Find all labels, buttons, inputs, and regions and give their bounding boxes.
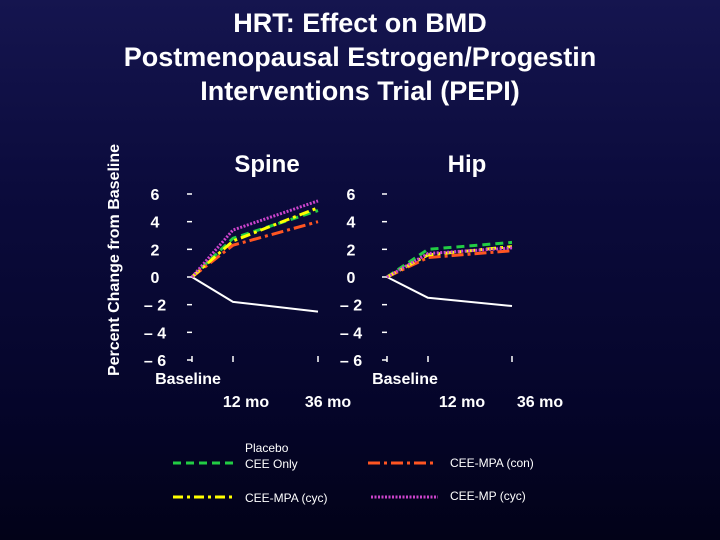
hip-series-cee-mpa-con <box>386 249 513 279</box>
hip-x-label: 36 mo <box>517 394 563 411</box>
hip-series-placebo <box>386 276 513 307</box>
title-line-1: HRT: Effect on BMD <box>233 8 487 38</box>
legend-label-placebo: Placebo <box>245 441 289 455</box>
legend-label-cee-mpa-con: CEE-MPA (con) <box>450 456 534 470</box>
spine-x-label: Baseline <box>155 371 221 388</box>
legend-label-cee-mpa-cyc: CEE-MPA (cyc) <box>245 491 328 505</box>
hip-y-tick-label: – 4 <box>340 325 362 342</box>
spine-y-tick-label: 2 <box>151 242 160 259</box>
title-line-2: Postmenopausal Estrogen/Progestin <box>123 42 597 72</box>
spine-y-tick-label: 6 <box>151 187 160 204</box>
hip-series-cee-only <box>386 240 513 279</box>
hip-series-cee-mp-cyc <box>386 246 513 279</box>
spine-y-tick-label: 4 <box>151 215 160 232</box>
spine-series-cee-mpa-cyc <box>191 206 319 279</box>
spine-series-cee-mpa-con <box>191 220 319 279</box>
spine-x-label: 36 mo <box>305 394 351 411</box>
hip-panel-title: Hip <box>448 151 487 178</box>
spine-y-tick-label: 0 <box>151 270 160 287</box>
hip-y-tick-label: 6 <box>347 187 356 204</box>
spine-panel-title: Spine <box>234 151 299 178</box>
spine-series-placebo <box>191 276 319 313</box>
hip-x-label: Baseline <box>372 371 438 388</box>
hip-y-tick-label: 2 <box>347 242 356 259</box>
legend-label-cee-only: CEE Only <box>245 457 298 471</box>
hip-y-tick-label: – 2 <box>340 298 362 315</box>
spine-y-tick-label: – 6 <box>144 353 166 370</box>
legend-label-cee-mp-cyc: CEE-MP (cyc) <box>450 489 526 503</box>
title-line-3: Interventions Trial (PEPI) <box>200 76 520 106</box>
spine-y-tick-label: – 2 <box>144 298 166 315</box>
hip-y-tick-label: 0 <box>347 270 356 287</box>
spine-x-label: 12 mo <box>223 394 269 411</box>
slide-title: HRT: Effect on BMD Postmenopausal Estrog… <box>60 6 660 108</box>
hip-y-tick-label: – 6 <box>340 353 362 370</box>
spine-series-cee-only <box>190 209 319 279</box>
spine-y-tick-label: – 4 <box>144 325 166 342</box>
hip-y-tick-label: 4 <box>347 215 356 232</box>
hip-x-label: 12 mo <box>439 394 485 411</box>
